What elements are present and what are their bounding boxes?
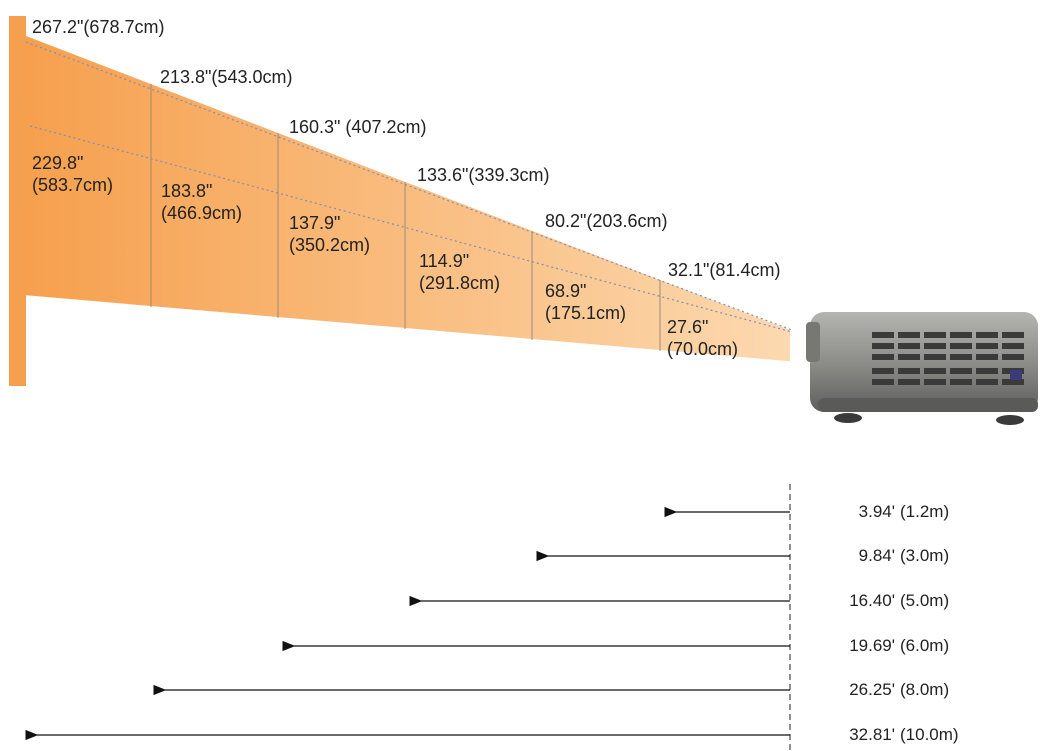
width-label: 229.8" — [32, 153, 84, 173]
diagonal-label: 80.2"(203.6cm) — [545, 211, 668, 231]
width-label: 137.9" — [289, 213, 341, 233]
beam-center-line — [29, 125, 793, 333]
width-label: 114.9" — [419, 251, 470, 271]
diagonal-label: 160.3" (407.2cm) — [289, 117, 427, 137]
distance-feet: 19.69' — [849, 636, 895, 655]
projection-wall — [9, 16, 26, 386]
diagonal-label: 133.6"(339.3cm) — [417, 165, 550, 185]
distance-meters: (1.2m) — [900, 502, 950, 521]
distance-feet: 32.81' — [849, 725, 895, 744]
projection-beam — [26, 36, 790, 362]
diagonal-label: 32.1"(81.4cm) — [668, 260, 781, 280]
beam-top-edge — [25, 41, 793, 331]
distance-meters: (5.0m) — [900, 591, 950, 610]
beam-bottom-edge — [25, 295, 791, 363]
width-label-metric: (350.2cm) — [289, 235, 371, 255]
distance-feet: 3.94' — [858, 502, 895, 521]
width-label: 68.9" — [545, 281, 587, 301]
distance-feet: 16.40' — [849, 591, 895, 610]
projector-icon — [806, 312, 1038, 425]
distance-meters: (3.0m) — [900, 546, 950, 565]
distance-feet: 26.25' — [849, 680, 895, 699]
diagonal-label: 213.8"(543.0cm) — [160, 67, 293, 87]
width-label-metric: (291.8cm) — [419, 273, 501, 293]
diagonal-label: 267.2"(678.7cm) — [32, 17, 165, 37]
distance-meters: (10.0m) — [900, 725, 959, 744]
distance-meters: (6.0m) — [900, 636, 950, 655]
width-label-metric: (175.1cm) — [545, 303, 627, 323]
width-label-metric: (583.7cm) — [32, 175, 114, 195]
distance-meters: (8.0m) — [900, 680, 950, 699]
width-label-metric: (70.0cm) — [667, 339, 739, 359]
width-label: 183.8" — [161, 181, 213, 201]
distance-feet: 9.84' — [858, 546, 895, 565]
width-label-metric: (466.9cm) — [161, 203, 243, 223]
width-label: 27.6" — [667, 317, 709, 337]
